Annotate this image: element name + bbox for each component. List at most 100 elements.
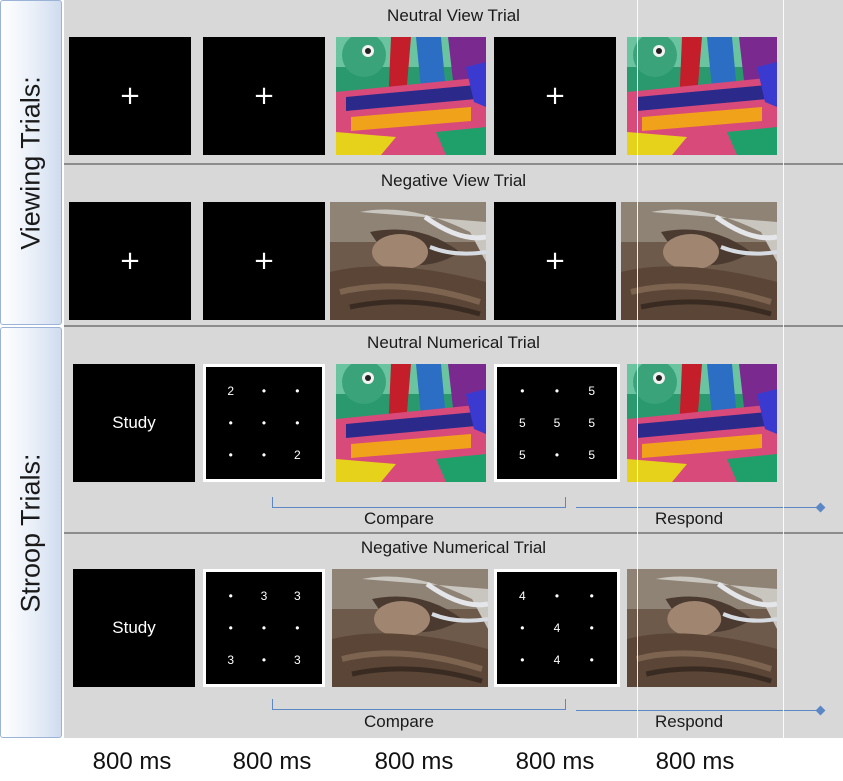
grid-cell: •	[554, 384, 560, 398]
respond-arrow	[576, 710, 820, 711]
stroop-trials-label: Stroop Trials:	[15, 452, 46, 613]
negative-view-trial-row: Negative View Trial + + +	[64, 165, 843, 325]
grid-cell: •	[295, 416, 300, 430]
grid-cell: •	[520, 653, 525, 667]
grid-cell: 5	[518, 416, 526, 430]
grid-cell: 4	[518, 589, 526, 603]
arrow-head-icon	[815, 705, 826, 716]
respond-label: Respond	[655, 712, 724, 731]
guide-line	[637, 0, 638, 738]
study-text: Study	[112, 413, 156, 432]
grid-cell: 3	[293, 589, 301, 603]
viewing-trials-panel: Viewing Trials:	[0, 0, 62, 325]
fixation-cross: +	[544, 81, 566, 111]
row-divider	[64, 163, 843, 165]
negative-image	[330, 202, 486, 320]
grid-cell: •	[554, 589, 560, 603]
grid-cell: •	[261, 621, 267, 635]
study-tile: Study	[73, 364, 195, 482]
guide-line	[783, 0, 784, 738]
grid-cell: 3	[260, 589, 268, 603]
grid-cell: •	[261, 384, 267, 398]
fixation-tile: +	[69, 202, 191, 320]
grid-cell: 3	[293, 653, 301, 667]
negative-view-trial-title: Negative View Trial	[380, 171, 527, 190]
duration-label: 800 ms	[374, 748, 454, 775]
grid-cell: 3	[227, 653, 234, 667]
fixation-cross: +	[119, 246, 141, 276]
neutral-view-trial-row: Neutral View Trial + + +	[64, 0, 843, 163]
duration-label: 800 ms	[92, 748, 172, 775]
grid-cell: •	[589, 621, 594, 635]
grid-cell: •	[554, 448, 560, 462]
number-grid: 2 • • • • • • • 2	[214, 375, 314, 471]
grid-cell: •	[228, 589, 233, 603]
number-grid: 4 • • • 4 • • 4 •	[505, 580, 609, 676]
neutral-image	[627, 37, 777, 155]
compare-label: Compare	[364, 509, 434, 528]
row-divider	[64, 532, 843, 534]
fixation-tile: +	[203, 202, 325, 320]
grid-cell: •	[228, 448, 233, 462]
grid-cell: •	[589, 653, 594, 667]
grid-cell: 5	[588, 384, 595, 398]
number-grid-tile: • 3 3 • • • 3 • 3	[203, 569, 325, 687]
row-divider	[64, 325, 843, 327]
compare-bracket	[272, 699, 566, 710]
neutral-view-trial-title: Neutral View Trial	[387, 6, 520, 25]
neutral-image	[336, 364, 486, 482]
study-tile: Study	[73, 569, 195, 687]
number-grid: • 3 3 • • • 3 • 3	[214, 580, 314, 676]
grid-cell: 4	[553, 621, 561, 635]
grid-cell: 5	[518, 448, 526, 462]
fixation-tile: +	[203, 37, 325, 155]
grid-cell: •	[295, 384, 300, 398]
grid-cell: 5	[588, 448, 595, 462]
fixation-cross: +	[253, 81, 275, 111]
fixation-cross: +	[253, 246, 275, 276]
grid-cell: •	[261, 653, 267, 667]
negative-image	[332, 569, 488, 687]
respond-label: Respond	[655, 509, 724, 528]
arrow-head-icon	[815, 502, 826, 513]
grid-cell: •	[261, 448, 267, 462]
number-grid-tile: 2 • • • • • • • 2	[203, 364, 325, 482]
grid-cell: 2	[227, 384, 234, 398]
grid-cell: 5	[588, 416, 595, 430]
compare-bracket	[272, 497, 566, 508]
neutral-image	[336, 37, 486, 155]
compare-label: Compare	[364, 712, 434, 731]
viewing-trials-label: Viewing Trials:	[15, 75, 46, 250]
grid-cell: •	[228, 621, 233, 635]
grid-cell: •	[261, 416, 267, 430]
negative-image	[627, 569, 777, 687]
neutral-image	[627, 364, 777, 482]
duration-label: 800 ms	[655, 748, 735, 775]
duration-label: 800 ms	[515, 748, 595, 775]
negative-image	[621, 202, 777, 320]
grid-cell: •	[520, 384, 525, 398]
number-grid-tile: • • 5 5 5 5 5 • 5	[494, 364, 620, 482]
neutral-numerical-trial-title: Neutral Numerical Trial	[367, 333, 540, 352]
grid-cell: •	[589, 589, 594, 603]
fixation-tile: +	[69, 37, 191, 155]
grid-cell: 5	[553, 416, 561, 430]
stroop-trials-panel: Stroop Trials:	[0, 327, 62, 738]
fixation-tile: +	[494, 37, 616, 155]
fixation-cross: +	[119, 81, 141, 111]
number-grid: • • 5 5 5 5 5 • 5	[505, 375, 609, 471]
duration-label: 800 ms	[232, 748, 312, 775]
neutral-numerical-trial-row: Neutral Numerical Trial Study 2 • • • • …	[64, 327, 843, 532]
fixation-cross: +	[544, 246, 566, 276]
grid-cell: 4	[553, 653, 561, 667]
negative-numerical-trial-row: Negative Numerical Trial Study • 3 3 • •…	[64, 534, 843, 738]
grid-cell: •	[228, 416, 233, 430]
grid-cell: 2	[293, 448, 301, 462]
negative-numerical-trial-title: Negative Numerical Trial	[360, 538, 547, 557]
grid-cell: •	[295, 621, 300, 635]
respond-arrow	[576, 507, 820, 508]
grid-cell: •	[520, 621, 525, 635]
number-grid-tile: 4 • • • 4 • • 4 •	[494, 569, 620, 687]
study-text: Study	[112, 618, 156, 637]
fixation-tile: +	[494, 202, 616, 320]
